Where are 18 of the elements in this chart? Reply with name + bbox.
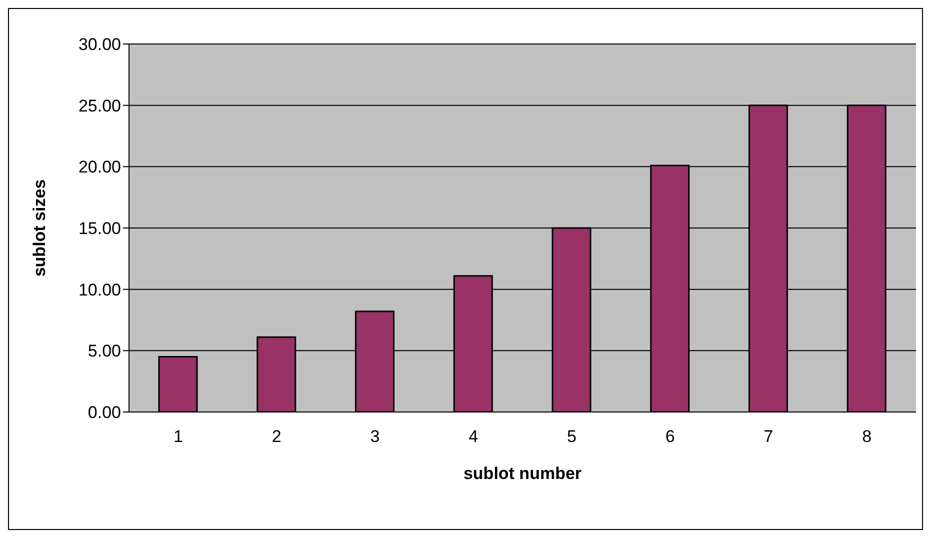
y-axis-title: sublot sizes bbox=[30, 179, 50, 277]
x-tick-label: 1 bbox=[173, 427, 183, 446]
y-tick-label: 15.00 bbox=[78, 219, 121, 238]
y-tick-label: 30.00 bbox=[78, 35, 121, 54]
x-tick-label: 7 bbox=[764, 427, 774, 446]
x-tick-label: 8 bbox=[862, 427, 872, 446]
x-tick-label: 3 bbox=[370, 427, 380, 446]
y-tick-label: 25.00 bbox=[78, 96, 121, 116]
y-tick-label: 5.00 bbox=[88, 342, 121, 361]
x-tick-label: 5 bbox=[566, 427, 576, 446]
x-tick-label: 2 bbox=[272, 427, 282, 446]
x-axis-title: sublot number bbox=[463, 464, 582, 483]
y-tick-label: 10.00 bbox=[78, 280, 121, 300]
y-tick-label: 0.00 bbox=[88, 403, 121, 422]
bar bbox=[158, 356, 198, 412]
x-tick-label: 6 bbox=[665, 427, 675, 446]
y-tick-label: 20.00 bbox=[78, 158, 121, 177]
x-tick-label: 4 bbox=[468, 427, 478, 446]
